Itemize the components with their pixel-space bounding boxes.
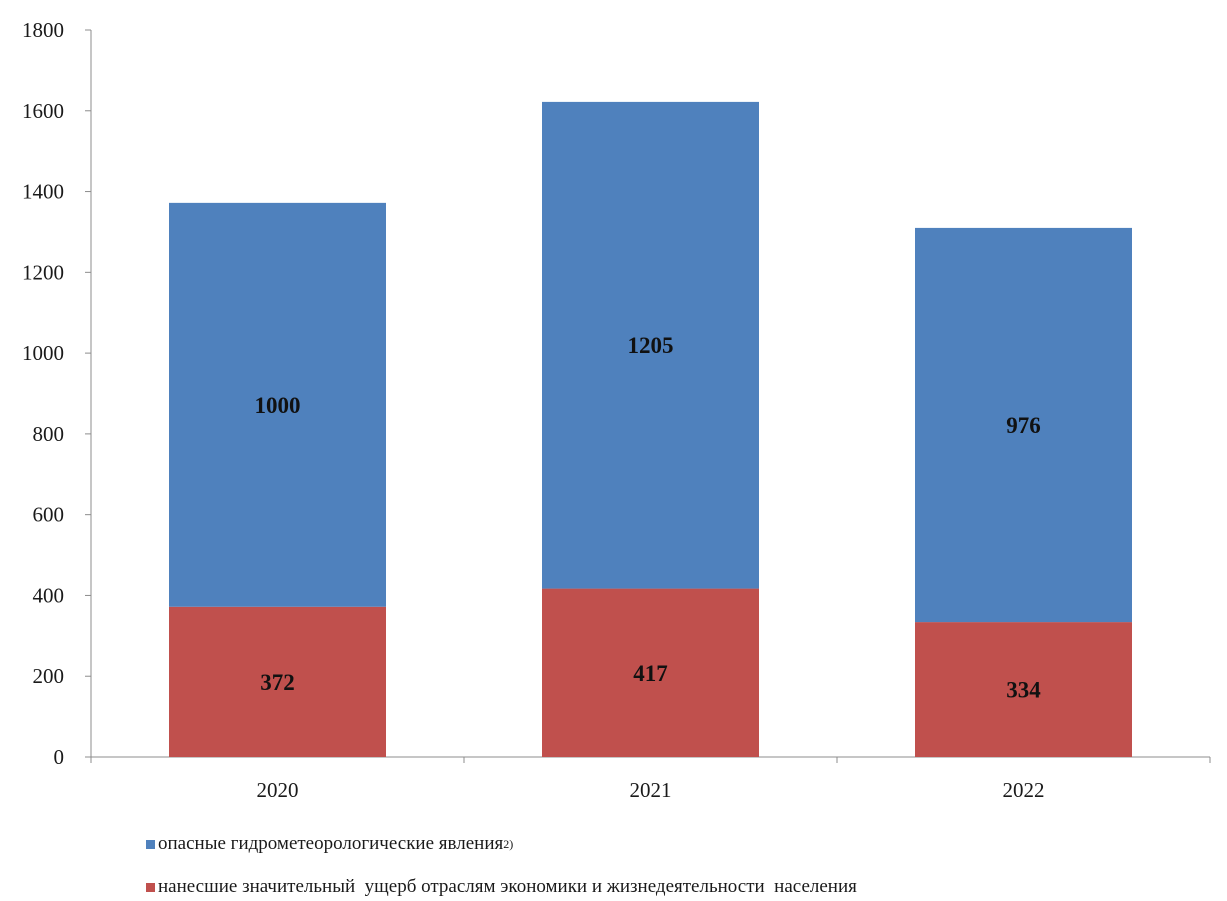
legend-label-hazardous: опасные гидрометеорологические явления	[158, 833, 504, 854]
data-label-damage-2021: 417	[633, 661, 668, 686]
y-tick-label-5: 1000	[22, 341, 64, 365]
legend-swatch-hazardous	[146, 839, 155, 849]
data-label-damage-2022: 334	[1006, 678, 1041, 703]
bar-damage-2021	[542, 588, 759, 757]
bar-damage-2020	[169, 606, 386, 757]
bar-hazardous-2022	[915, 227, 1132, 623]
y-tick-label-0: 0	[54, 745, 65, 769]
data-label-hazardous-2022: 976	[1006, 413, 1041, 438]
x-tick-label-2020: 2020	[257, 778, 299, 802]
stacked-bar-chart: 0 200 400 600 800 1000 1200 1400 1600 1800 2020 202…	[22, 18, 1211, 802]
legend-item-hazardous: опасные гидрометеорологические явления 2)	[146, 832, 857, 856]
bar-hazardous-2020	[169, 202, 386, 607]
bar-hazardous-2021	[542, 101, 759, 589]
y-tick-label-2: 400	[33, 583, 65, 607]
data-label-hazardous-2021: 1205	[628, 333, 674, 358]
y-tick-label-3: 600	[33, 503, 65, 527]
x-tick-label-2022: 2022	[1003, 778, 1045, 802]
y-tick-label-8: 1600	[22, 99, 64, 123]
data-label-damage-2020: 372	[260, 670, 295, 695]
legend: опасные гидрометеорологические явления 2)…	[146, 832, 857, 901]
y-tick-label-6: 1200	[22, 260, 64, 284]
legend-label-damage: нанесшие значительный ущерб отраслям эко…	[158, 876, 857, 897]
y-tick-label-1: 200	[33, 664, 65, 688]
y-tick-label-7: 1400	[22, 180, 64, 204]
legend-swatch-damage	[146, 882, 155, 892]
legend-item-damage: нанесшие значительный ущерб отраслям эко…	[146, 875, 857, 899]
data-label-hazardous-2020: 1000	[255, 393, 301, 418]
x-tick-label-2021: 2021	[630, 778, 672, 802]
y-tick-label-9: 1800	[22, 18, 64, 42]
y-tick-label-4: 800	[33, 422, 65, 446]
bar-damage-2022	[915, 622, 1132, 757]
